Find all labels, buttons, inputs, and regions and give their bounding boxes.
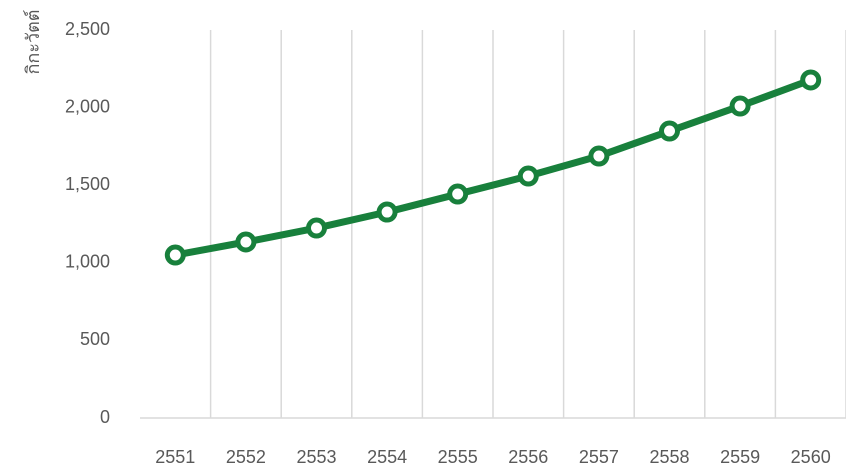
x-tick-label: 2551 (155, 447, 195, 467)
point-marker (164, 244, 186, 266)
y-tick-label: 1,000 (65, 252, 110, 272)
point-marker (517, 165, 539, 187)
x-tick-label: 2559 (720, 447, 760, 467)
point-marker (588, 145, 610, 167)
x-tick-label: 2560 (791, 447, 831, 467)
point-marker (306, 217, 327, 239)
x-tick-label: 2556 (508, 447, 548, 467)
series-line (174, 76, 812, 259)
x-tick-label: 2553 (296, 447, 336, 467)
y-tick-label: 500 (80, 329, 110, 349)
point-marker (235, 231, 257, 253)
x-tick-label: 2554 (367, 447, 407, 467)
x-tick-label: 2552 (226, 447, 266, 467)
y-tick-label: 0 (100, 407, 110, 427)
x-tick-label: 2557 (579, 447, 619, 467)
point-marker (376, 201, 398, 223)
y-tick-label: 1,500 (65, 174, 110, 194)
point-marker (800, 69, 822, 91)
y-axis-label: กิกะวัตต์ (23, 10, 43, 75)
x-tick-label: 2555 (438, 447, 478, 467)
y-tick-label: 2,500 (65, 19, 110, 39)
point-marker (729, 95, 751, 117)
point-marker (659, 120, 680, 142)
point-marker (447, 183, 469, 205)
y-tick-label: 2,000 (65, 96, 110, 116)
x-tick-label: 2558 (649, 447, 689, 467)
